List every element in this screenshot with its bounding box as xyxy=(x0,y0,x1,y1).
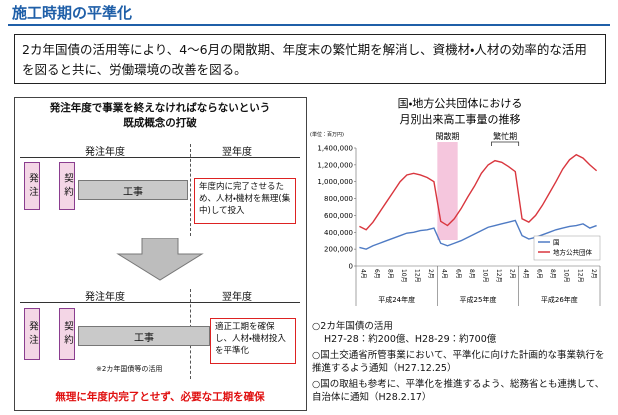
low-season-shade xyxy=(437,142,458,240)
x-tick-label: 8月 xyxy=(387,269,394,279)
x-tick-label: 2月 xyxy=(590,269,597,279)
x-tick-label: 10月 xyxy=(481,269,488,283)
x-tick-label: 12月 xyxy=(576,269,583,283)
x-tick-label: 4月 xyxy=(522,269,529,279)
note-line: ○国の取組も参考に、平準化を推進するよう、総務省とも連携して、自治体に通知（H2… xyxy=(312,379,605,403)
unit-label: (単位：百万円) xyxy=(310,131,344,138)
heading-line: 発注年度で事業を終えなければならないという xyxy=(49,102,271,114)
series-line xyxy=(359,153,598,231)
annotation: 閑散期 xyxy=(436,131,460,141)
x-tick-label: 10月 xyxy=(563,269,570,283)
annotation: 繁忙期 xyxy=(493,131,517,141)
heading-line: 既成概念の打破 xyxy=(123,117,197,129)
legend-label: 国 xyxy=(553,239,560,247)
left-panel xyxy=(14,97,307,411)
note-line: ○国土交通省所管事業において、平準化に向けた計画的な事業執行を推進するよう通知（… xyxy=(312,350,605,374)
y-tick-label: 200,000 xyxy=(324,246,353,254)
legend-label: 地方公共団体 xyxy=(553,248,593,257)
note-item: ○2カ年国債の活用 H27-28：約200億、H28-29：約700億 xyxy=(312,320,608,346)
note-item: ○国の取組も参考に、平準化を推進するよう、総務省とも連携して、自治体に通知（H2… xyxy=(312,378,608,404)
x-tick-label: 2月 xyxy=(427,269,434,279)
divider xyxy=(20,157,300,158)
year-label: 発注年度 xyxy=(85,292,125,303)
busy-bracket xyxy=(491,141,520,146)
note-item: ○国土交通省所管事業において、平準化に向けた計画的な事業執行を推進するよう通知（… xyxy=(312,349,608,375)
year-label: 発注年度 xyxy=(85,147,125,158)
year-label: 平成25年度 xyxy=(460,295,497,304)
year-label: 翌年度 xyxy=(222,292,252,303)
conclusion: 無理に年度内完了とせず、必要な工期を確保 xyxy=(55,391,265,403)
work-bar: 工事 xyxy=(78,180,188,200)
x-tick-label: 6月 xyxy=(536,269,543,279)
order-box: 発注 xyxy=(24,308,40,360)
x-tick-label: 8月 xyxy=(549,269,556,279)
y-tick-label: 1,400,000 xyxy=(317,145,353,153)
y-tick-label: 800,000 xyxy=(324,195,353,203)
page-title: 施工時期の平準化 xyxy=(12,4,133,22)
year-label: 平成26年度 xyxy=(541,295,578,304)
footnote: ※2カ年国債等の活用 xyxy=(96,365,163,373)
x-tick-label: 6月 xyxy=(454,269,461,279)
y-tick-label: 1,000,000 xyxy=(317,178,353,186)
x-tick-label: 2月 xyxy=(509,269,516,279)
x-tick-label: 8月 xyxy=(468,269,475,279)
x-tick-label: 12月 xyxy=(495,269,502,283)
x-tick-label: 6月 xyxy=(373,269,380,279)
y-tick-label: 600,000 xyxy=(324,212,353,220)
x-tick-label: 4月 xyxy=(359,269,366,279)
contract-box: 契約 xyxy=(59,308,75,360)
x-tick-label: 12月 xyxy=(414,269,421,283)
chart-title: 月別出来高工事量の推移 xyxy=(400,112,521,126)
divider xyxy=(20,302,300,303)
work-bar: 工事 xyxy=(78,326,210,346)
arrow-shape xyxy=(116,238,204,281)
note-box: 年度内に完了させるため、人材・機材を無理(集中)して投入 xyxy=(194,178,296,224)
series-line xyxy=(359,219,597,250)
note-line: H27-28：約200億、H28-29：約700億 xyxy=(324,334,497,345)
order-box: 発注 xyxy=(24,162,40,210)
note-line: ○2カ年国債の活用 xyxy=(312,321,393,332)
chart-title: 国・地方公共団体における xyxy=(398,96,523,110)
y-tick-label: 400,000 xyxy=(324,229,353,237)
y-tick-label: 0 xyxy=(349,263,353,271)
legend-box xyxy=(533,235,601,261)
x-tick-label: 4月 xyxy=(441,269,448,279)
intro: 2カ年国債の活用等により、4～6月の閑散期、年度末の繁忙期を解消し、資機材・人材… xyxy=(14,34,606,84)
x-tick-label: 10月 xyxy=(400,269,407,283)
year-label: 翌年度 xyxy=(222,147,252,158)
y-tick-label: 1,200,000 xyxy=(317,161,353,169)
fiscal-boundary xyxy=(190,144,191,236)
notes: ○2カ年国債の活用 H27-28：約200億、H28-29：約700億 ○国土交通省… xyxy=(312,320,608,407)
title-rule xyxy=(8,24,610,26)
contract-box: 契約 xyxy=(59,162,75,210)
panel-heading: 発注年度で事業を終えなければならないという 既成概念の打破 xyxy=(20,101,300,131)
note-box: 適正工期を確保し、人材・機材投入を平準化 xyxy=(210,318,296,364)
down-arrow xyxy=(116,238,204,281)
year-label: 平成24年度 xyxy=(378,295,415,304)
